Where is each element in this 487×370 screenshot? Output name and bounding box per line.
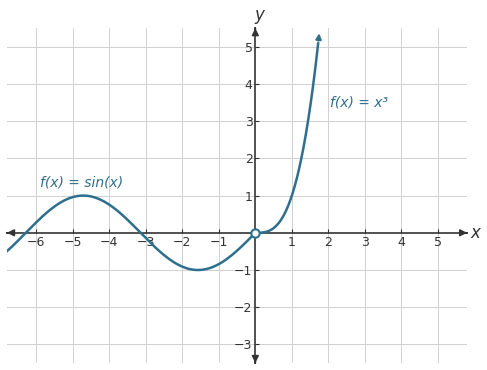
Text: x: x — [471, 224, 481, 242]
Text: f(x) = sin(x): f(x) = sin(x) — [40, 175, 123, 189]
Text: y: y — [255, 6, 264, 24]
Text: f(x) = x³: f(x) = x³ — [330, 95, 388, 110]
